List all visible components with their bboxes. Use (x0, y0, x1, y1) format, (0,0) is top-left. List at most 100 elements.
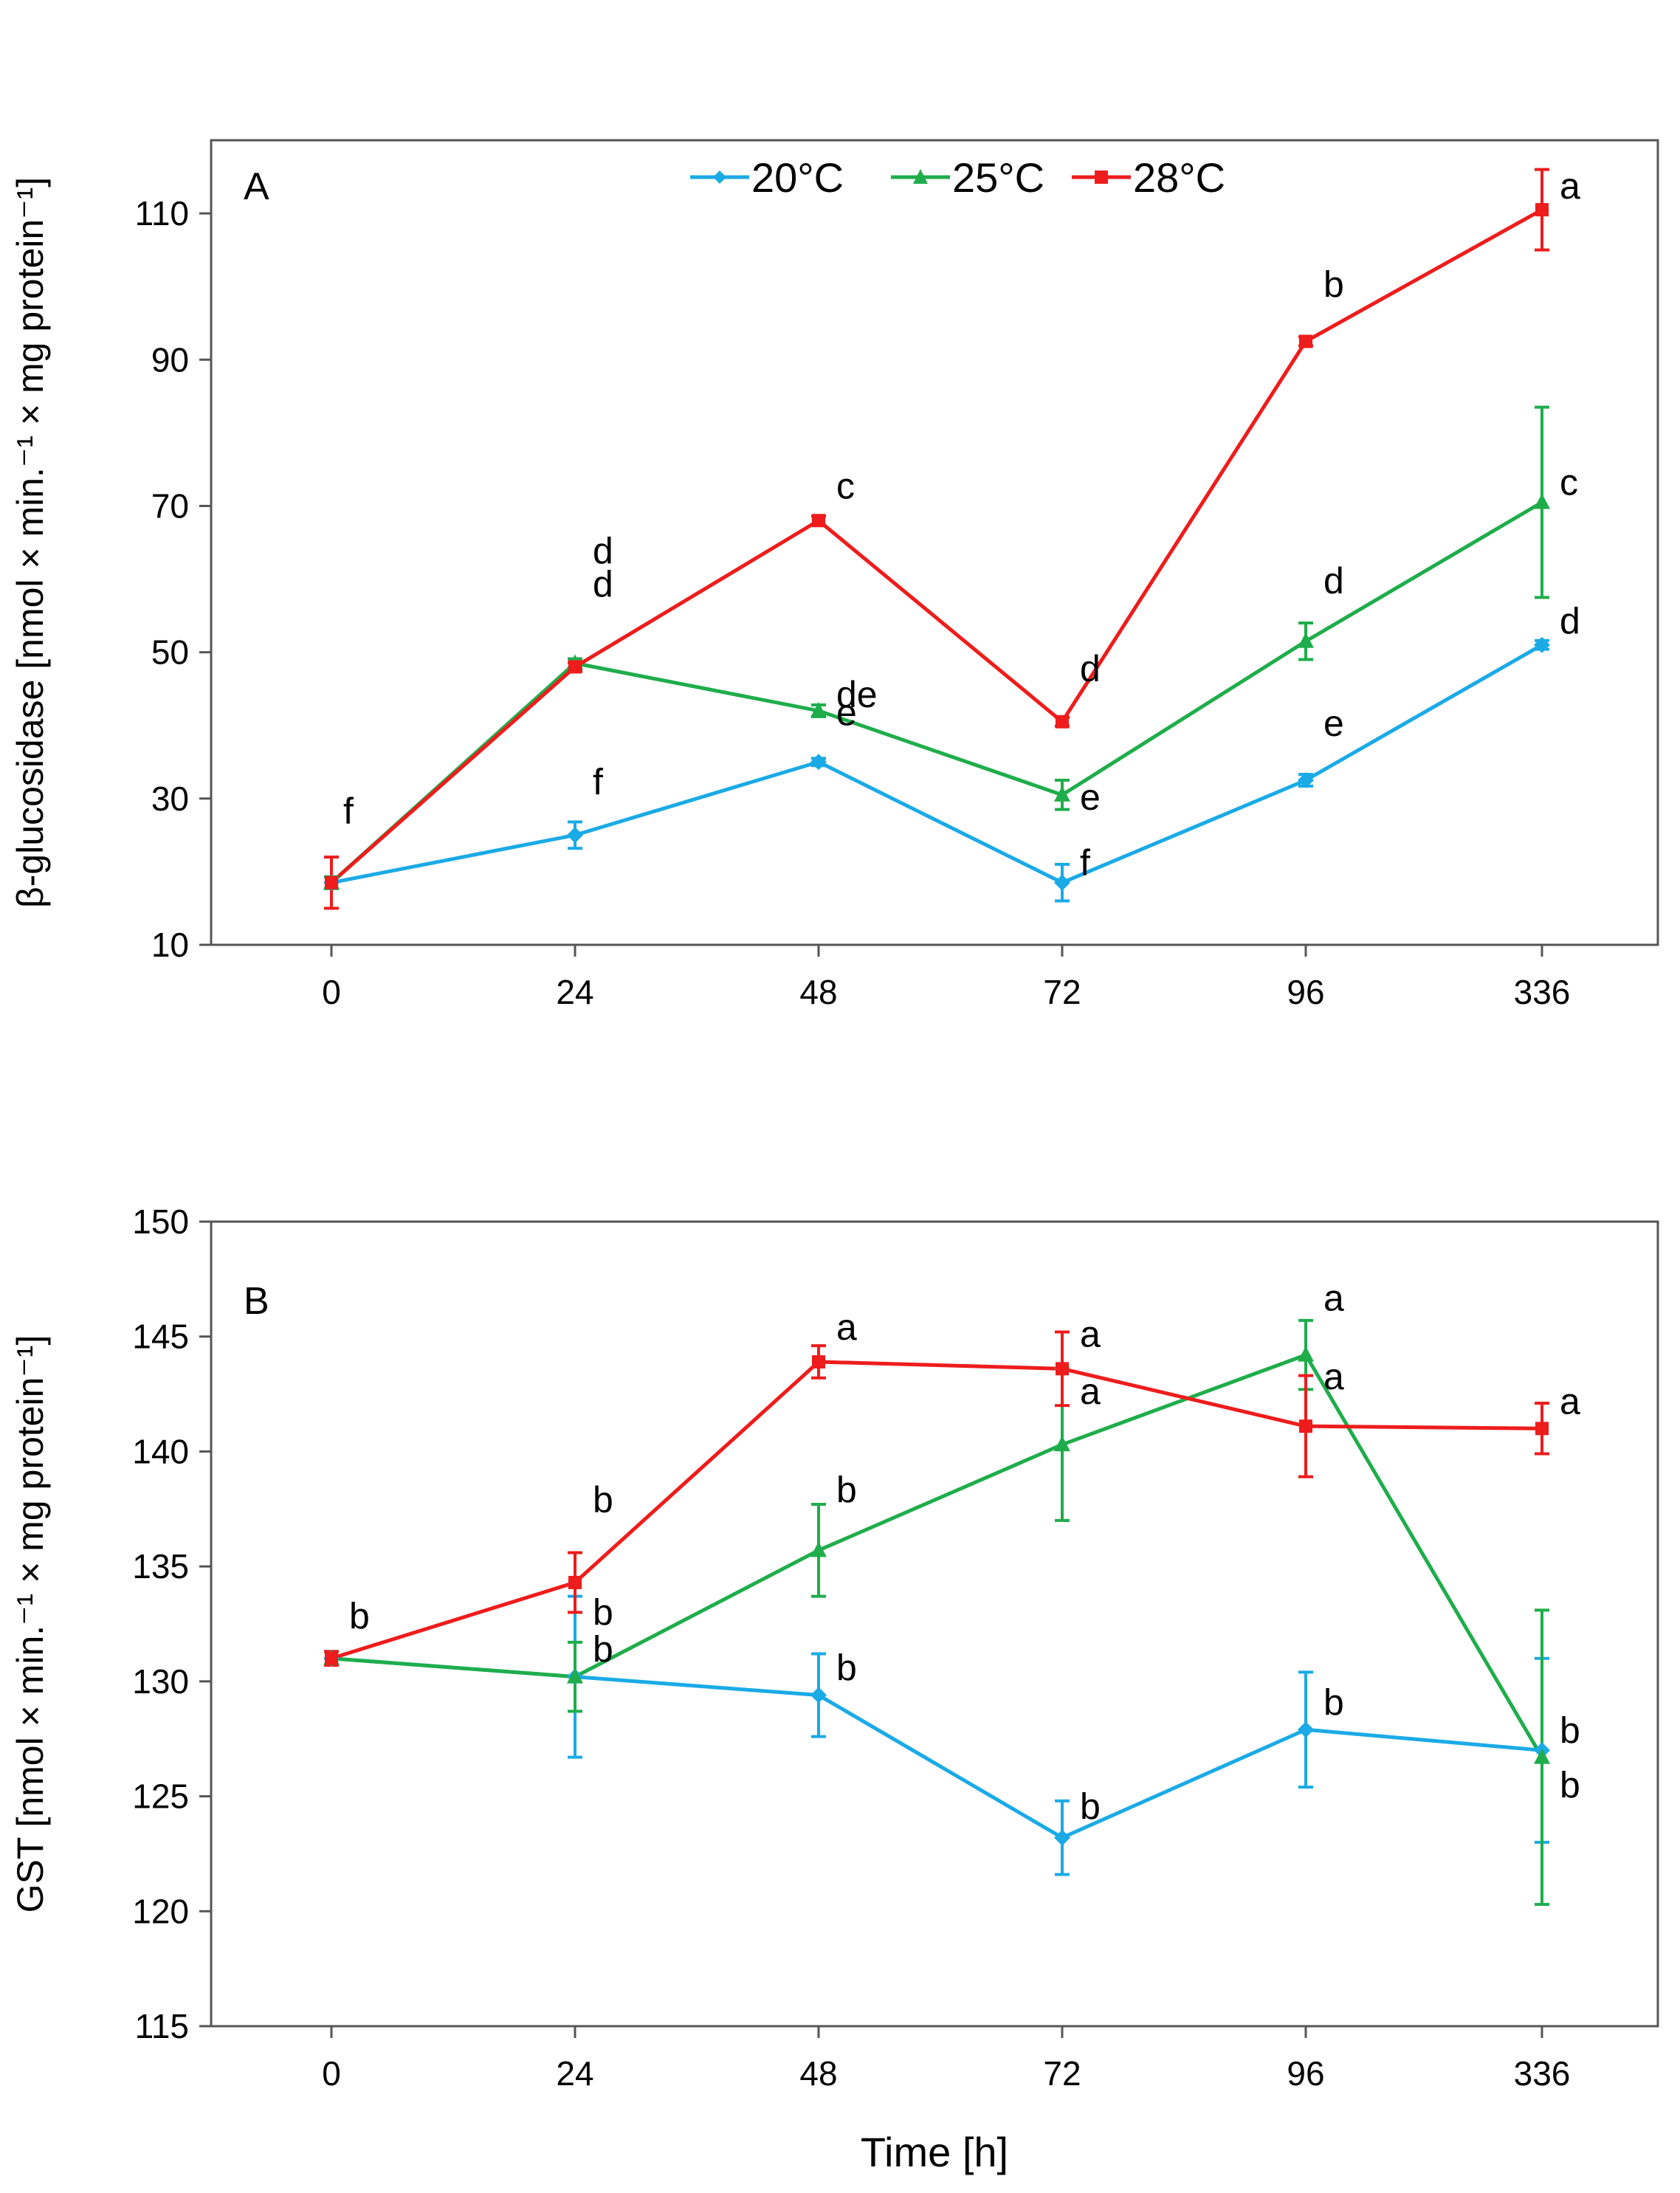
significance-letter: b (593, 1592, 613, 1633)
plot-frame-b (210, 1220, 1659, 2028)
x-tick-label: 96 (1287, 973, 1324, 1011)
data-point-triangle (1054, 1436, 1070, 1452)
significance-letter: f (1080, 842, 1090, 884)
data-point-square (325, 1651, 338, 1665)
significance-letter: d (1323, 560, 1344, 602)
legend-marker-20c (713, 171, 726, 184)
x-tick-label: 336 (1514, 2054, 1571, 2093)
significance-letter: f (343, 791, 354, 832)
significance-letter: f (593, 761, 603, 802)
significance-letter: b (593, 1479, 613, 1521)
y-tick-label: 110 (135, 194, 189, 233)
significance-letter: c (836, 465, 855, 506)
significance-letter: b (836, 1648, 857, 1689)
data-point-diamond (1298, 772, 1314, 789)
y-tick-label: 50 (151, 633, 189, 672)
series-line-20C (331, 1656, 1543, 1840)
significance-letter: a (1080, 1371, 1101, 1412)
y-tick-label: 70 (151, 486, 189, 525)
significance-letter: a (836, 1306, 857, 1348)
data-point-triangle (810, 1541, 827, 1557)
data-point-triangle (1534, 493, 1550, 509)
y-tick-label: 115 (135, 2007, 189, 2045)
significance-letter: a (1323, 1356, 1344, 1397)
data-point-diamond (810, 754, 827, 771)
series-lines-b (331, 1353, 1544, 1840)
significance-letter: b (349, 1596, 370, 1637)
panel-label-a: A (244, 165, 269, 208)
data-point-square (1535, 1422, 1549, 1436)
markers-b (323, 1346, 1550, 1846)
x-tick-label: 24 (556, 973, 593, 1011)
y-tick-label: 140 (132, 1432, 189, 1470)
significance-letter: b (836, 1469, 857, 1510)
panel-b: B GST [nmol × min.⁻¹ × mg protein⁻¹] 115… (10, 1202, 1659, 2093)
y-axis-label-b: GST [nmol × min.⁻¹ × mg protein⁻¹] (10, 1335, 51, 1913)
data-point-triangle (1534, 1748, 1550, 1764)
series-lines-a (330, 207, 1543, 885)
data-point-triangle (810, 701, 827, 717)
data-point-square (812, 514, 825, 528)
y-axis-label-a: β-glucosidase [nmol × min.⁻¹ × mg protei… (10, 177, 51, 908)
significance-letter: e (836, 692, 857, 733)
x-tick-label: 72 (1043, 973, 1081, 1011)
series-line-25C (330, 500, 1543, 884)
series-line-28C (331, 1360, 1543, 1661)
legend-label-20c: 20°C (751, 154, 844, 201)
error-bars-b (324, 1318, 1549, 1906)
y-tick-label: 135 (132, 1547, 189, 1586)
data-point-square (568, 1575, 582, 1589)
series-line-28C (330, 207, 1543, 884)
series-line-20C (331, 643, 1543, 885)
significance-letter: a (1080, 1313, 1101, 1354)
significance-letter: a (1560, 165, 1580, 207)
y-tick-label: 30 (151, 779, 189, 818)
panel-a: A 20°C 25°C 28°C β-glucosidase [nmol × m… (10, 139, 1659, 1011)
data-point-triangle (1298, 1346, 1314, 1362)
data-point-square (325, 875, 338, 889)
data-point-diamond (1054, 874, 1070, 891)
x-axis-label: Time [h] (861, 2129, 1008, 2175)
significance-letter: de (836, 674, 878, 715)
data-point-diamond (1298, 1721, 1314, 1738)
significance-letter: b (1560, 1710, 1580, 1751)
data-point-triangle (1298, 632, 1314, 648)
x-tick-label: 96 (1287, 2054, 1324, 2093)
data-point-diamond (1054, 1829, 1070, 1846)
y-ticks-b: 115 120 125 130 135 140 145 150 (132, 1202, 211, 2045)
significance-letter: b (1323, 1681, 1344, 1723)
y-ticks-a: 10 30 50 70 90 110 (135, 194, 211, 964)
plot-frame-a (210, 139, 1659, 946)
data-point-square (1056, 715, 1069, 729)
significance-letter: c (1560, 462, 1578, 503)
significance-letter: b (1560, 1765, 1580, 1806)
data-point-diamond (567, 827, 583, 844)
significance-letter: a (1560, 1380, 1580, 1422)
data-point-square (1299, 1419, 1312, 1433)
significance-letter: e (1080, 777, 1101, 818)
x-tick-label: 336 (1514, 973, 1571, 1011)
significance-letter: a (1323, 1278, 1344, 1319)
y-tick-label: 10 (151, 926, 189, 964)
y-tick-label: 120 (132, 1892, 189, 1930)
legend-marker-28c (1095, 171, 1108, 184)
y-tick-label: 130 (132, 1662, 189, 1701)
data-point-diamond (1534, 636, 1550, 653)
legend-label-25c: 25°C (952, 154, 1044, 201)
x-tick-label: 48 (799, 973, 837, 1011)
data-point-diamond (810, 1687, 827, 1704)
data-point-square (812, 1354, 825, 1369)
x-tick-label: 48 (799, 2054, 837, 2093)
significance-letter: e (1323, 703, 1344, 744)
data-point-triangle (567, 1667, 583, 1684)
significance-letter: b (593, 1629, 613, 1670)
significance-letter: d (593, 530, 613, 571)
significance-letter: d (1080, 648, 1101, 689)
legend: 20°C 25°C 28°C (690, 154, 1225, 201)
data-point-triangle (1054, 785, 1070, 802)
x-ticks-b: 0 24 48 72 96 336 (322, 2026, 1570, 2093)
legend-marker-25c (913, 169, 928, 184)
